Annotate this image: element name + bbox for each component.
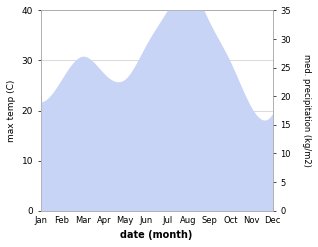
Y-axis label: med. precipitation (kg/m2): med. precipitation (kg/m2): [302, 54, 311, 167]
Y-axis label: max temp (C): max temp (C): [7, 79, 16, 142]
X-axis label: date (month): date (month): [121, 230, 193, 240]
